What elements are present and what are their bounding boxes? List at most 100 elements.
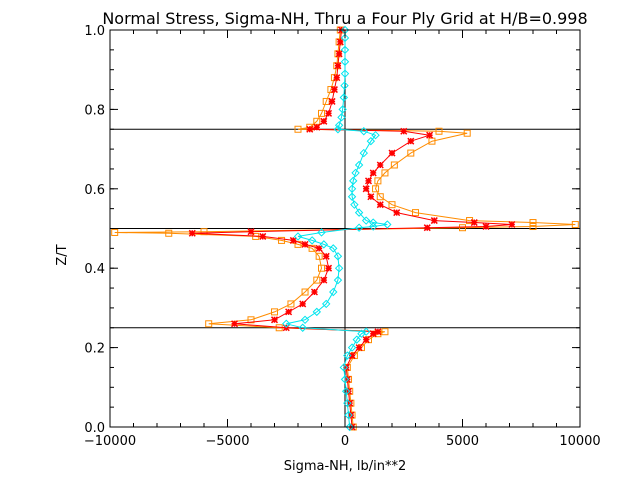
data-point-asterisk	[430, 217, 438, 225]
data-point-diamond	[340, 69, 350, 78]
data-point-square	[390, 161, 398, 169]
data-point-asterisk	[343, 375, 351, 383]
data-point-asterisk	[188, 229, 196, 237]
data-point-diamond	[333, 275, 343, 285]
data-point-asterisk	[333, 74, 341, 82]
data-point-asterisk	[320, 276, 328, 284]
data-point-diamond	[293, 232, 303, 241]
data-point-square	[287, 300, 295, 308]
data-point-diamond	[352, 335, 361, 344]
data-point-square	[165, 229, 173, 237]
data-point-diamond	[359, 127, 369, 136]
x-tick-label: 0	[341, 434, 349, 449]
data-point-asterisk	[336, 38, 344, 46]
data-point-asterisk	[334, 62, 342, 70]
data-point-asterisk	[306, 125, 314, 133]
data-point-asterisk	[330, 86, 338, 94]
data-point-diamond	[354, 160, 364, 170]
data-point-asterisk	[259, 232, 267, 240]
data-point-diamond	[366, 136, 376, 146]
data-point-square	[529, 219, 537, 227]
x-tick-label: 5000	[446, 434, 479, 449]
data-point-asterisk	[482, 222, 490, 231]
data-point-asterisk	[423, 224, 431, 232]
y-tick-label: 0.2	[84, 342, 105, 357]
data-point-diamond	[340, 375, 350, 384]
data-point-asterisk	[364, 177, 373, 185]
data-point-square	[435, 127, 443, 135]
axes-layer: −10000 −5000 0 5000 10000 0.0 0.2 0.4 0.6 0.8 1.0	[84, 24, 601, 449]
data-point-square	[571, 221, 579, 229]
data-point-asterisk	[348, 352, 356, 360]
data-point-asterisk	[320, 117, 328, 125]
data-point-asterisk	[285, 308, 293, 316]
data-point-asterisk	[315, 244, 323, 252]
data-point-square	[529, 223, 537, 231]
y-tick-label: 0.8	[84, 103, 105, 118]
data-point-square	[294, 240, 302, 248]
data-point-diamond	[339, 363, 349, 372]
data-point-square	[294, 125, 302, 133]
data-point-square	[313, 276, 321, 284]
data-point-square	[247, 316, 255, 324]
data-point-diamond	[329, 244, 338, 253]
data-point-asterisk	[328, 97, 336, 105]
data-point-square	[376, 193, 384, 201]
data-point-square	[407, 149, 415, 157]
data-point-diamond	[347, 343, 357, 352]
data-point-asterisk	[247, 228, 255, 236]
data-point-square	[271, 308, 278, 316]
data-point-asterisk	[369, 169, 377, 177]
data-point-asterisk	[407, 137, 415, 145]
data-point-diamond	[317, 228, 326, 237]
data-point-asterisk	[342, 363, 350, 371]
data-point-square	[318, 264, 325, 272]
data-point-diamond	[319, 240, 329, 249]
x-tick-label: −5000	[206, 434, 250, 449]
data-point-diamond	[312, 307, 322, 317]
data-point-diamond	[338, 105, 347, 114]
data-point-diamond	[371, 130, 380, 140]
data-point-asterisk	[335, 50, 343, 58]
data-point-diamond	[351, 168, 360, 178]
data-point-asterisk	[362, 336, 370, 344]
data-point-diamond	[343, 351, 352, 360]
y-tick-label: 1.0	[84, 24, 105, 39]
data-point-diamond	[361, 216, 371, 225]
data-point-square	[372, 185, 380, 193]
data-point-diamond	[339, 93, 349, 102]
data-point-diamond	[347, 184, 357, 194]
data-point-square	[315, 252, 323, 260]
data-point-square	[200, 228, 208, 236]
data-point-asterisk	[362, 185, 370, 193]
data-point-diamond	[383, 220, 392, 229]
data-point-asterisk	[369, 330, 377, 338]
y-tick-label: 0.4	[84, 262, 105, 277]
data-point-diamond	[298, 323, 307, 332]
data-point-asterisk	[346, 399, 354, 407]
data-point-diamond	[347, 192, 357, 201]
data-point-diamond	[345, 422, 354, 432]
data-point-asterisk	[289, 236, 297, 244]
data-point-diamond	[329, 287, 338, 297]
data-point-asterisk	[344, 387, 353, 395]
data-point-diamond	[340, 57, 350, 66]
data-point-diamond	[341, 387, 351, 396]
data-point-diamond	[368, 218, 378, 227]
data-point-asterisk	[347, 411, 355, 419]
data-point-diamond	[282, 319, 291, 328]
data-point-diamond	[334, 121, 344, 130]
data-point-diamond	[337, 113, 346, 122]
data-point-diamond	[368, 222, 378, 231]
data-point-diamond	[340, 33, 350, 43]
data-point-asterisk	[231, 320, 239, 328]
data-point-diamond	[340, 45, 350, 55]
data-point-square	[111, 228, 119, 236]
data-point-square	[381, 328, 389, 336]
chart-title: Normal Stress, Sigma-NH, Thru a Four Ply…	[102, 9, 587, 28]
data-point-square	[459, 224, 466, 232]
x-tick-label: 10000	[559, 434, 600, 449]
x-axis-label: Sigma-NH, lb/in**2	[284, 459, 407, 474]
data-point-asterisk	[367, 193, 375, 201]
